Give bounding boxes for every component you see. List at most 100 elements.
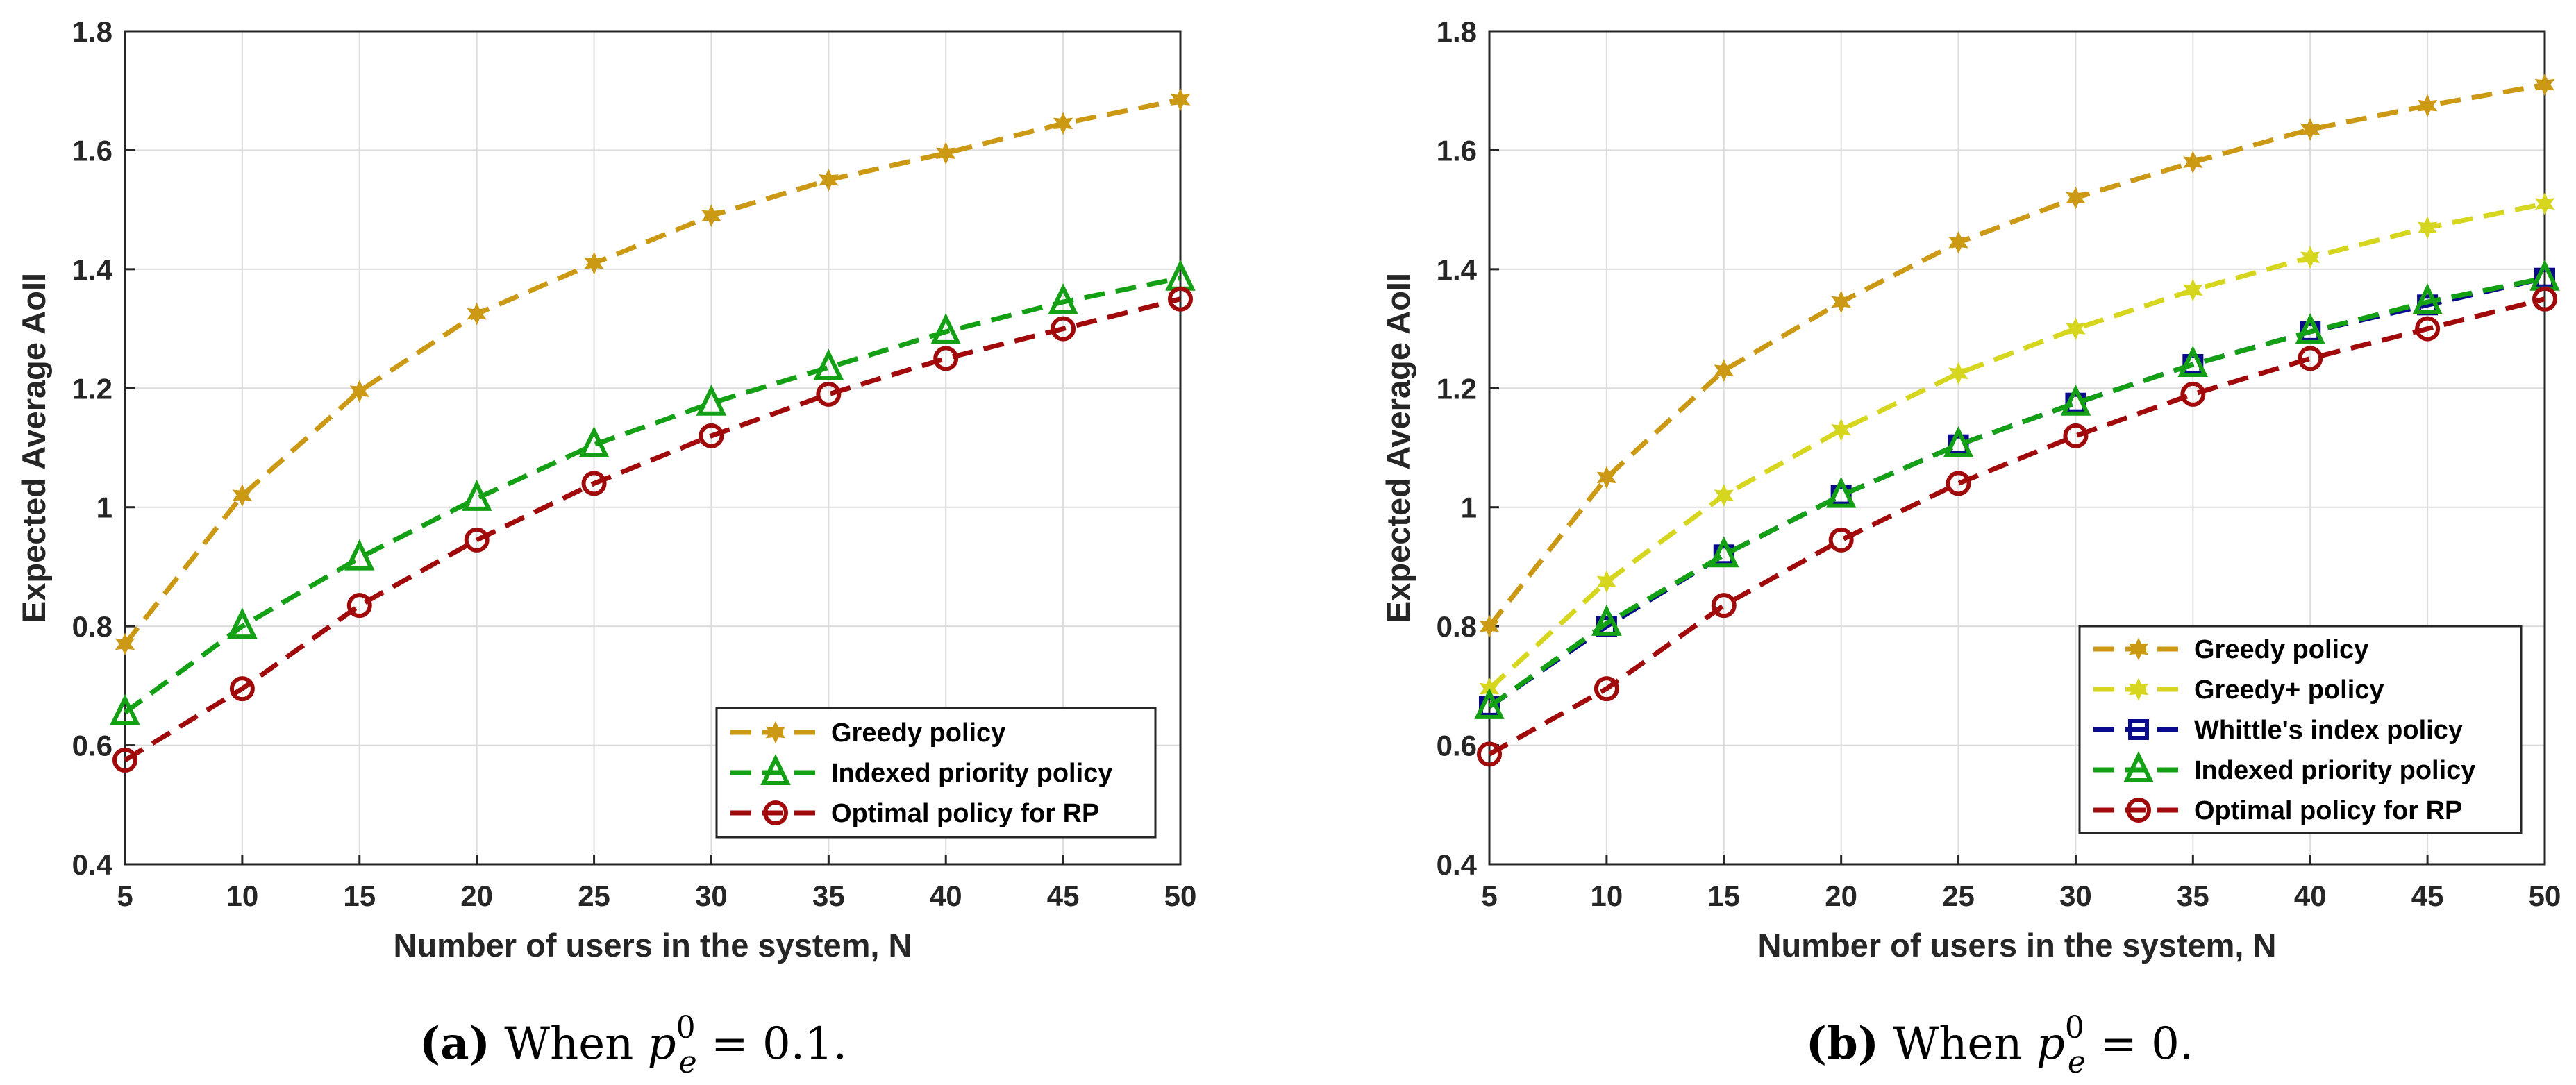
x-tick-label: 10 [226, 880, 259, 912]
data-point-optimal-policy-for-rp [229, 676, 255, 702]
x-tick-label: 50 [1164, 880, 1197, 912]
data-point-optimal-policy-for-rp [2415, 316, 2441, 342]
legend-marker [2126, 798, 2151, 823]
legend-marker [2128, 637, 2149, 661]
y-tick-label: 0.8 [72, 610, 112, 643]
x-axis-label: Number of users in the system, N [394, 927, 912, 964]
legend-box [2078, 625, 2523, 834]
data-point-greedy-policy [1170, 88, 1191, 112]
x-tick-label: 15 [343, 880, 376, 912]
data-point-indexed-priority-policy [1943, 426, 1974, 457]
legend-item-indexed-priority-policy: Indexed priority policy [2093, 751, 2475, 785]
data-point-greedy-policy [1948, 362, 1968, 385]
data-point-greedy-policy [1596, 570, 1617, 594]
x-tick-label: 35 [812, 880, 845, 912]
y-tick-label: 1.6 [72, 134, 112, 167]
y-tick-label: 0.4 [1437, 848, 1478, 881]
series-greedy-policy [115, 88, 1191, 656]
data-point-indexed-priority-policy [1591, 604, 1622, 636]
data-point-optimal-policy-for-rp [112, 748, 137, 773]
y-axis-label: Expected Average AoII [1380, 273, 1416, 623]
x-tick-label: 45 [1047, 880, 1080, 912]
data-point-optimal-policy-for-rp [581, 471, 607, 496]
series-line-greedy-policy [1487, 82, 2545, 628]
y-tick-label: 0.6 [72, 730, 112, 762]
data-point-greedy-policy [2417, 94, 2438, 117]
data-point-indexed-priority-policy [1708, 536, 1739, 568]
y-tick-label: 1.4 [72, 253, 113, 286]
data-point-optimal-policy-for-rp [2063, 423, 2089, 448]
legend-label: Optimal policy for RP [831, 799, 1099, 828]
data-point-indexed-priority-policy [2295, 312, 2326, 344]
caption-label: (a) [419, 1018, 490, 1070]
y-tick-label: 1 [1461, 491, 1477, 524]
x-tick-label: 30 [695, 880, 728, 912]
data-point-greedy-policy [1831, 290, 1851, 314]
x-tick-label: 5 [117, 880, 133, 912]
data-point-greedy-policy [232, 484, 253, 507]
data-point-greedy-policy [2183, 278, 2203, 302]
y-tick-label: 0.8 [1437, 610, 1477, 643]
caption-space [490, 1018, 504, 1070]
caption-space [633, 1018, 647, 1070]
x-tick-label: 35 [2177, 880, 2209, 912]
data-point-indexed-priority-policy [813, 348, 844, 380]
caption-formula-sup: 0 [676, 1010, 696, 1045]
x-tick-label: 30 [2059, 880, 2092, 912]
data-point-optimal-policy-for-rp [346, 593, 372, 619]
caption-formula-base: p [648, 1018, 676, 1070]
data-point-indexed-priority-policy [227, 607, 258, 639]
panel-a: 5 10 15 20 25 30 35 40 45 50 0.4 0.6 0.8 1 1.2 1.4 1.6 1.… [15, 15, 1197, 1084]
data-point-greedy-policy [2300, 117, 2320, 141]
legend-marker [763, 800, 788, 825]
figure-caption: (b) When p0 e = 0. [1806, 1010, 2193, 1084]
data-point-optimal-policy-for-rp [699, 423, 724, 448]
data-point-indexed-priority-policy [1474, 687, 1505, 719]
caption-prefix: When [1893, 1018, 2022, 1070]
x-tick-label: 25 [578, 880, 610, 912]
y-tick-label: 1.8 [1437, 15, 1477, 48]
data-point-optimal-policy-for-rp [1168, 286, 1193, 312]
legend-marker [760, 754, 791, 785]
data-point-greedy-policy [2534, 192, 2555, 216]
y-tick-label: 1.2 [72, 372, 112, 405]
x-tick-label: 40 [930, 880, 962, 912]
caption-space [697, 1032, 711, 1084]
data-point-indexed-priority-policy [344, 539, 375, 571]
y-tick-label: 0.6 [1437, 730, 1477, 762]
data-point-optimal-policy-for-rp [1946, 471, 1971, 496]
caption-space [2023, 1018, 2036, 1070]
legend: Greedy policy Indexed priority policy Opti… [715, 707, 1157, 839]
axes-box [1488, 30, 2546, 866]
y-axis-label: Expected Average AoII [15, 273, 52, 623]
x-tick-label: 5 [1481, 880, 1497, 912]
caption-formula-base: p [2036, 1018, 2065, 1070]
data-point-optimal-policy-for-rp [1711, 593, 1737, 619]
series-line-optimal-policy-for-rp [124, 296, 1181, 762]
y-tick-label: 1.2 [1437, 372, 1477, 405]
data-point-indexed-priority-policy [1048, 283, 1078, 314]
caption-formula-eq: = 0.1. [711, 1018, 847, 1070]
series-indexed-priority-policy [1474, 259, 2560, 719]
data-point-indexed-priority-policy [461, 479, 492, 511]
axes-box [124, 30, 1182, 866]
x-tick-label: 50 [2529, 880, 2561, 912]
data-point-optimal-policy-for-rp [464, 527, 490, 553]
data-point-indexed-priority-policy [1825, 476, 1857, 508]
caption-formula-sup: 0 [2065, 1010, 2084, 1045]
legend-label: Greedy policy [2194, 635, 2368, 664]
data-point-greedy-policy [467, 302, 487, 326]
series-line-indexed-priority-policy [1487, 276, 2545, 709]
data-point-optimal-policy-for-rp [1051, 316, 1076, 342]
data-point-greedy-policy [115, 632, 135, 656]
legend-item-optimal-policy-for-rp: Optimal policy for RP [2093, 796, 2462, 825]
legend-item-greedy-policy: Greedy policy [2093, 635, 2368, 664]
x-axis-label: Number of users in the system, N [1758, 927, 2277, 964]
legend-label: Optimal policy for RP [2194, 796, 2462, 825]
series-optimal-policy-for-rp [1477, 286, 2557, 767]
legend-marker [2128, 719, 2149, 740]
data-point-greedy-policy [701, 204, 721, 228]
data-point-greedy-policy [2534, 73, 2555, 96]
data-point-greedy-policy [1596, 466, 1617, 489]
